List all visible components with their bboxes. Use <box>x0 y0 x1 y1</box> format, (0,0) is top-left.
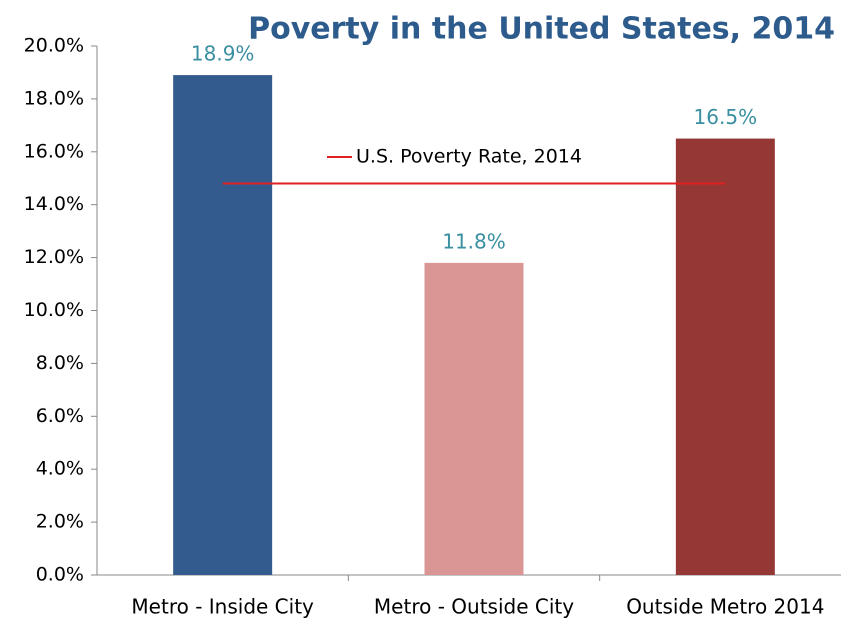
y-tick-label: 6.0% <box>36 405 84 427</box>
value-label: 16.5% <box>694 105 758 129</box>
value-label: 18.9% <box>191 42 255 66</box>
y-tick-label: 14.0% <box>24 193 84 215</box>
y-tick-label: 12.0% <box>24 246 84 268</box>
bar <box>173 75 273 575</box>
x-tick-label: Outside Metro 2014 <box>626 595 824 619</box>
bar <box>424 262 524 575</box>
x-tick-label: Metro - Outside City <box>374 595 574 619</box>
y-tick-label: 18.0% <box>24 87 84 109</box>
y-tick-label: 2.0% <box>36 511 84 533</box>
chart-title: Poverty in the United States, 2014 <box>248 12 835 47</box>
y-tick-label: 8.0% <box>36 352 84 374</box>
y-tick-label: 20.0% <box>24 35 84 57</box>
bar <box>675 138 775 575</box>
legend-label: U.S. Poverty Rate, 2014 <box>356 146 582 168</box>
value-label: 11.8% <box>442 229 506 253</box>
x-tick-label: Metro - Inside City <box>131 595 314 619</box>
y-tick-label: 10.0% <box>24 299 84 321</box>
y-tick-label: 4.0% <box>36 458 84 480</box>
y-tick-label: 0.0% <box>36 564 84 586</box>
y-tick-label: 16.0% <box>24 140 84 162</box>
